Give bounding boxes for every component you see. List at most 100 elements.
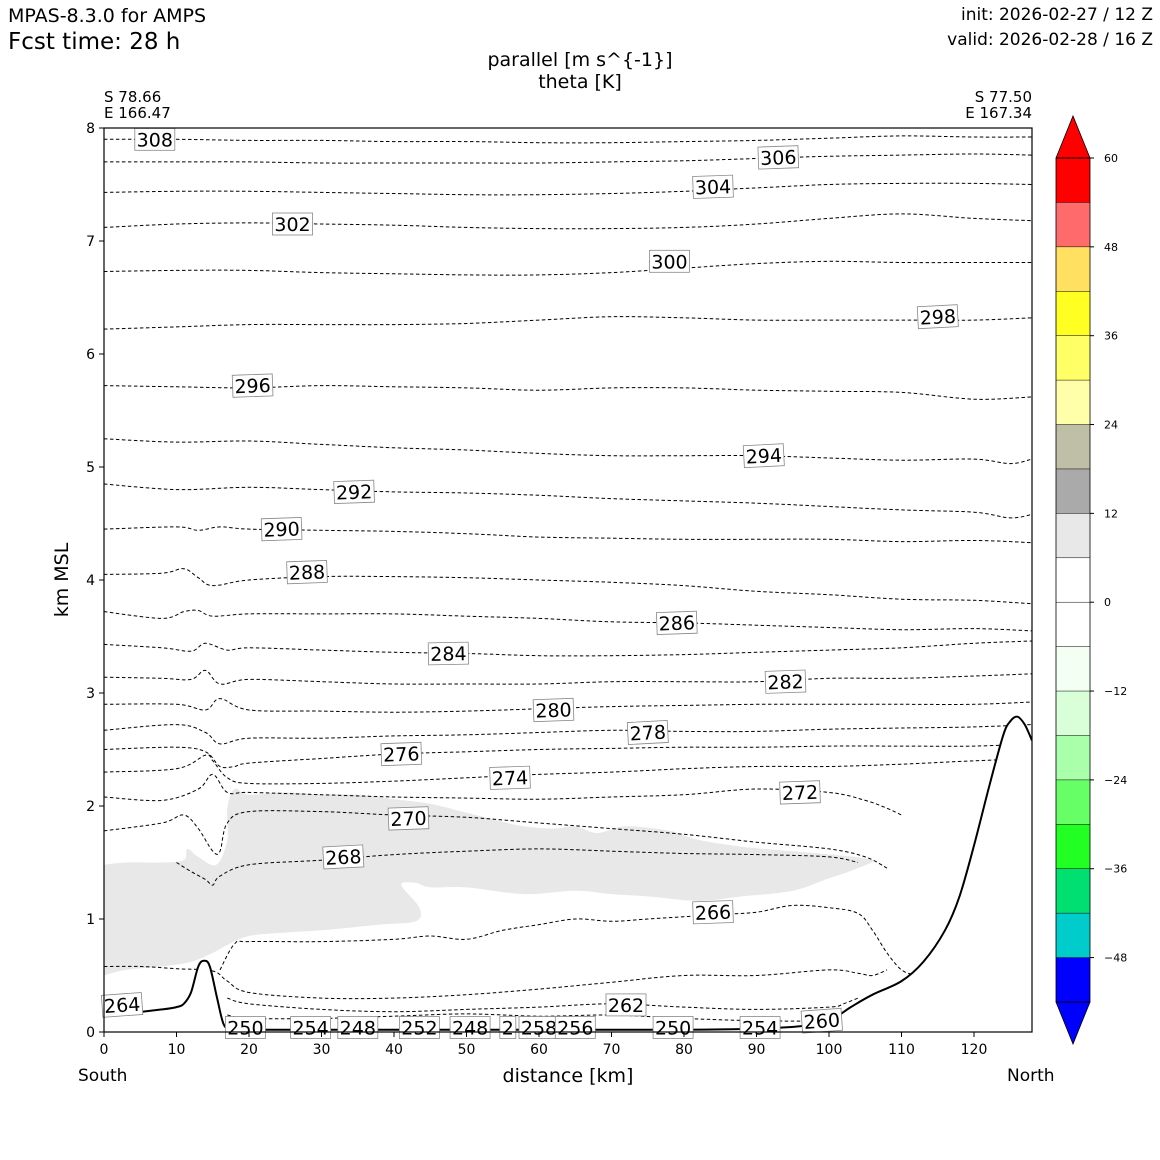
right-endpoint-lat: S 77.50: [974, 88, 1032, 106]
theta-label-268-text: 268: [325, 846, 362, 870]
surface-label-3-252: 252: [398, 1016, 440, 1040]
theta-label-276-box: [380, 741, 423, 767]
x-tick-label-80: 80: [675, 1042, 693, 1058]
y-axis-label: km MSL: [51, 542, 73, 617]
colorbar-frame: [1055, 157, 1091, 1003]
theta-label-262-text: 262: [608, 995, 644, 1017]
colorbar-bin--30: [1056, 779, 1090, 825]
theta-label-288-box: [286, 559, 328, 585]
theta-contours: [104, 135, 1032, 1022]
surface-label-5-2: 2: [499, 1016, 517, 1040]
theta-label-266: 266: [692, 900, 734, 925]
theta-label-266-text: 266: [695, 902, 732, 925]
theta-contour-292: [104, 483, 1032, 519]
theta-label-290: 290: [260, 516, 303, 542]
surface-label-1-254: 254: [290, 1016, 332, 1040]
theta-label-270-text: 270: [390, 808, 427, 831]
left-endpoint-coords: S 78.66 E 166.47: [104, 89, 171, 121]
theta-label-298-box: [916, 304, 959, 330]
colorbar-tick-label-24: 24: [1104, 419, 1118, 432]
theta-label-306: 306: [757, 145, 800, 170]
x-axis-label: distance [km]: [502, 1065, 634, 1087]
surface-label-1-254-box: [290, 1016, 332, 1039]
left-endpoint-lon: E 166.47: [104, 104, 171, 122]
colorbar-bin--18: [1056, 691, 1090, 736]
theta-contour-270: [104, 810, 888, 869]
theta-label-284-box: [427, 641, 469, 666]
theta-label-300-text: 300: [651, 251, 687, 273]
chart-subtitle: theta [K]: [538, 71, 622, 93]
theta-contour-288: [104, 568, 1032, 605]
colorbar-tick-label--36: −36: [1104, 863, 1127, 876]
theta-label-306-text: 306: [760, 147, 797, 170]
theta-label-284-text: 284: [430, 643, 467, 666]
theta-contour-264: [104, 965, 888, 1000]
colorbar-bin-48: [1056, 202, 1090, 247]
theta-label-270: 270: [387, 806, 430, 831]
colorbar-under-arrow: [1055, 1001, 1091, 1046]
theta-label-268: 268: [322, 844, 365, 870]
theta-contour-286: [104, 609, 1032, 632]
theta-label-306-box: [757, 145, 800, 170]
theta-label-272-box: [779, 780, 821, 805]
theta-label-278-box: [626, 720, 669, 745]
surface-label-2-248-text: 248: [340, 1018, 376, 1040]
y-tick-label-5: 5: [86, 460, 95, 476]
theta-label-296-box: [231, 373, 274, 398]
surface-label-8-250-text: 250: [655, 1018, 691, 1040]
surface-label-9-254: 254: [739, 1016, 781, 1040]
theta-label-286-box: [656, 610, 698, 636]
right-endpoint-coords: S 77.50 E 167.34: [965, 89, 1032, 121]
theta-label-266-box: [692, 900, 734, 925]
theta-label-260: 260: [800, 1007, 843, 1034]
surface-label-4-248-box: [449, 1016, 491, 1039]
model-name: MPAS-8.3.0 for AMPS: [8, 5, 207, 27]
chart-title: parallel [m s^{-1}]: [487, 49, 673, 71]
colorbar-bin-36: [1056, 291, 1090, 336]
x-tick-label-30: 30: [313, 1042, 331, 1058]
surface-label-7-256-box: [554, 1016, 596, 1039]
surface-label-4-248-text: 248: [452, 1018, 488, 1040]
colorbar-bin-24: [1056, 380, 1090, 425]
surface-label-0-250: 250: [224, 1016, 266, 1040]
theta-label-302-box: [272, 212, 313, 236]
theta-label-296-text: 296: [234, 375, 271, 398]
theta-label-274-text: 274: [492, 767, 529, 790]
surface-label-5-2-text: 2: [502, 1018, 514, 1040]
theta-label-276: 276: [380, 741, 423, 767]
surface-label-2-248: 248: [337, 1016, 379, 1040]
theta-label-280-box: [532, 697, 575, 723]
theta-label-282-box: [764, 669, 807, 694]
left-endpoint-lat: S 78.66: [104, 88, 162, 106]
theta-contour-290: [104, 526, 1032, 544]
theta-label-280: 280: [532, 697, 575, 723]
surface-label-3-252-box: [398, 1016, 440, 1039]
theta-label-298: 298: [916, 304, 959, 330]
theta-contour-300: [104, 260, 1032, 276]
surface-label-1-254-text: 254: [292, 1018, 328, 1040]
colorbar-bin-6: [1056, 513, 1090, 558]
surface-label-9-254-text: 254: [742, 1018, 778, 1040]
theta-label-302-text: 302: [274, 214, 310, 236]
theta-label-276-text: 276: [383, 743, 420, 766]
theta-contour-272: [104, 773, 902, 816]
axes: 0 10 20 30 40 50 60 70 80 90 100 110 120 0 1 2 3 4 5 6 7 8: [86, 121, 987, 1058]
surface-label-4-248: 248: [449, 1016, 491, 1040]
theta-label-286: 286: [656, 610, 698, 636]
theta-label-288: 288: [286, 559, 328, 585]
colorbar-bin--36: [1056, 824, 1090, 869]
colorbar-tick-label--48: −48: [1104, 952, 1127, 965]
theta-label-262-box: [605, 993, 647, 1017]
x-tick-label-50: 50: [458, 1042, 476, 1058]
theta-label-308-text: 308: [137, 129, 173, 151]
colorbar-tick-label-60: 60: [1104, 152, 1118, 165]
theta-label-290-text: 290: [263, 518, 300, 541]
theta-label-272-text: 272: [782, 782, 819, 805]
theta-label-304-text: 304: [695, 176, 732, 199]
x-tick-label-10: 10: [168, 1042, 186, 1058]
theta-contour-308: [104, 135, 1032, 144]
colorbar-bin-0: [1056, 557, 1090, 603]
surface-label-7-256: 256: [554, 1016, 596, 1040]
south-label: South: [78, 1066, 128, 1086]
